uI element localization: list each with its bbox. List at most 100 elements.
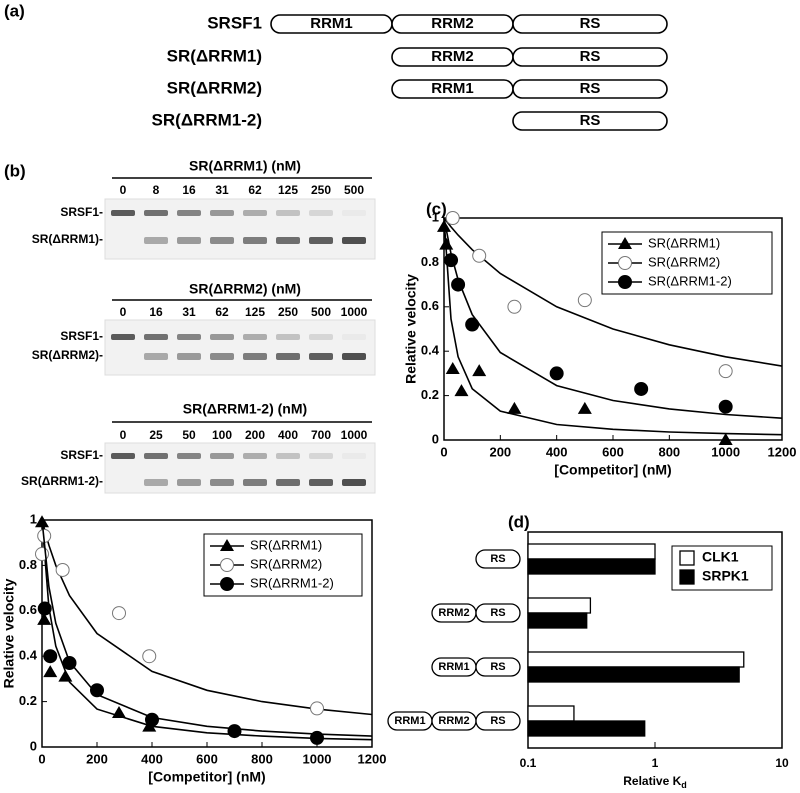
x-tick-label: 1200 [768, 444, 797, 459]
fit-curve [41, 519, 373, 716]
gel-band [111, 334, 135, 340]
panel-label: (b) [4, 161, 26, 180]
y-tick-label: 1 [30, 511, 37, 526]
y-tick-label: 0 [30, 738, 37, 753]
y-tick-label: 0.6 [19, 602, 37, 617]
marker-open-circle [55, 562, 70, 577]
x-tick-label: 0 [38, 751, 45, 766]
lane-label: 250 [311, 183, 331, 197]
gel-band [210, 453, 234, 459]
gel-band [243, 353, 267, 360]
gel-band [342, 479, 366, 486]
category-domain-label: RRM2 [438, 607, 469, 619]
gel-band [342, 210, 366, 216]
marker-circle [718, 399, 733, 414]
lane-label: 0 [120, 305, 127, 319]
gel-band [276, 334, 300, 340]
gel-band [309, 453, 333, 459]
gel-band [111, 210, 135, 216]
x-tick-label: 400 [546, 444, 568, 459]
y-axis-label: Relative velocity [403, 274, 419, 384]
gel-band [210, 353, 234, 360]
gel-band [111, 453, 135, 459]
gel-band [144, 334, 168, 340]
lane-label: 500 [311, 305, 331, 319]
y-tick-label: 0.4 [421, 343, 440, 358]
category-domain-box [475, 657, 521, 677]
bar [527, 543, 656, 560]
marker-open-circle [445, 211, 460, 225]
band-label: SR(ΔRRM1)- [32, 232, 103, 246]
marker-open-circle [618, 256, 632, 270]
gel-band [309, 353, 333, 360]
marker-triangle [472, 364, 487, 377]
marker-triangle [718, 433, 733, 445]
construct-label: SR(ΔRRM1-2) [152, 110, 262, 129]
marker-triangle [439, 237, 454, 250]
x-tick-label: 200 [489, 444, 511, 459]
bar [527, 612, 588, 629]
gel-band [276, 210, 300, 216]
marker-triangle [220, 539, 234, 551]
gel-band [243, 334, 267, 340]
x-tick-label: 10 [775, 756, 789, 770]
band-label: SR(ΔRRM2)- [32, 348, 103, 362]
gel-band [243, 479, 267, 486]
x-axis-label: Relative Kd [623, 774, 687, 790]
gel-band [309, 479, 333, 486]
category-domain-label: RRM1 [394, 715, 425, 727]
lane-label: 62 [215, 305, 229, 319]
category-domain-box [475, 711, 521, 731]
fit-curve [443, 217, 783, 436]
marker-triangle [577, 401, 592, 414]
marker-open-circle [310, 701, 324, 716]
x-tick-label: 600 [196, 751, 218, 766]
fit-curve [41, 519, 373, 737]
marker-triangle [112, 705, 126, 718]
lane-label: 25 [149, 428, 163, 442]
y-tick-label: 0.2 [19, 693, 37, 708]
x-tick-label: 200 [86, 751, 108, 766]
x-tick-label: 1000 [303, 751, 332, 766]
x-tick-label: 1000 [711, 444, 740, 459]
gel-band [309, 210, 333, 216]
gel-band [144, 210, 168, 216]
marker-circle [37, 601, 52, 616]
fit-curve [443, 217, 783, 419]
panel-label: (d) [508, 512, 530, 531]
gel-band [342, 453, 366, 459]
gel-band [309, 237, 333, 244]
marker-triangle [58, 669, 73, 682]
marker-open-circle [472, 248, 487, 263]
x-axis-label: [Competitor] (nM) [554, 462, 671, 478]
lane-label: 1000 [341, 428, 368, 442]
marker-circle [62, 656, 77, 671]
band-label: SRSF1- [60, 329, 103, 343]
legend-label: SR(ΔRRM1-2) [250, 575, 334, 590]
marker-triangle [437, 219, 451, 232]
legend-label: SR(ΔRRM1) [648, 235, 720, 250]
gel-band [144, 353, 168, 360]
legend-label: SR(ΔRRM1) [250, 537, 322, 552]
marker-triangle [507, 401, 522, 414]
band-label: SRSF1- [60, 205, 103, 219]
legend-label: SR(ΔRRM1-2) [648, 273, 732, 288]
marker-circle [43, 649, 58, 664]
domain-label: RS [580, 48, 601, 65]
legend-label: SR(ΔRRM2) [648, 254, 720, 269]
gel-band [276, 479, 300, 486]
category-domain-box [475, 603, 521, 623]
marker-open-circle [112, 606, 126, 621]
gel-band [243, 210, 267, 216]
domain-box [512, 79, 668, 99]
marker-open-circle [718, 364, 733, 379]
lane-label: 8 [153, 183, 160, 197]
gel-title: SR(ΔRRM1) (nM) [189, 158, 301, 174]
construct-label: SR(ΔRRM2) [167, 78, 262, 97]
lane-label: 0 [120, 183, 127, 197]
y-axis-label: Relative velocity [1, 578, 17, 688]
x-tick-label: 600 [602, 444, 624, 459]
domain-label: RRM2 [431, 15, 474, 32]
marker-circle [618, 275, 632, 289]
